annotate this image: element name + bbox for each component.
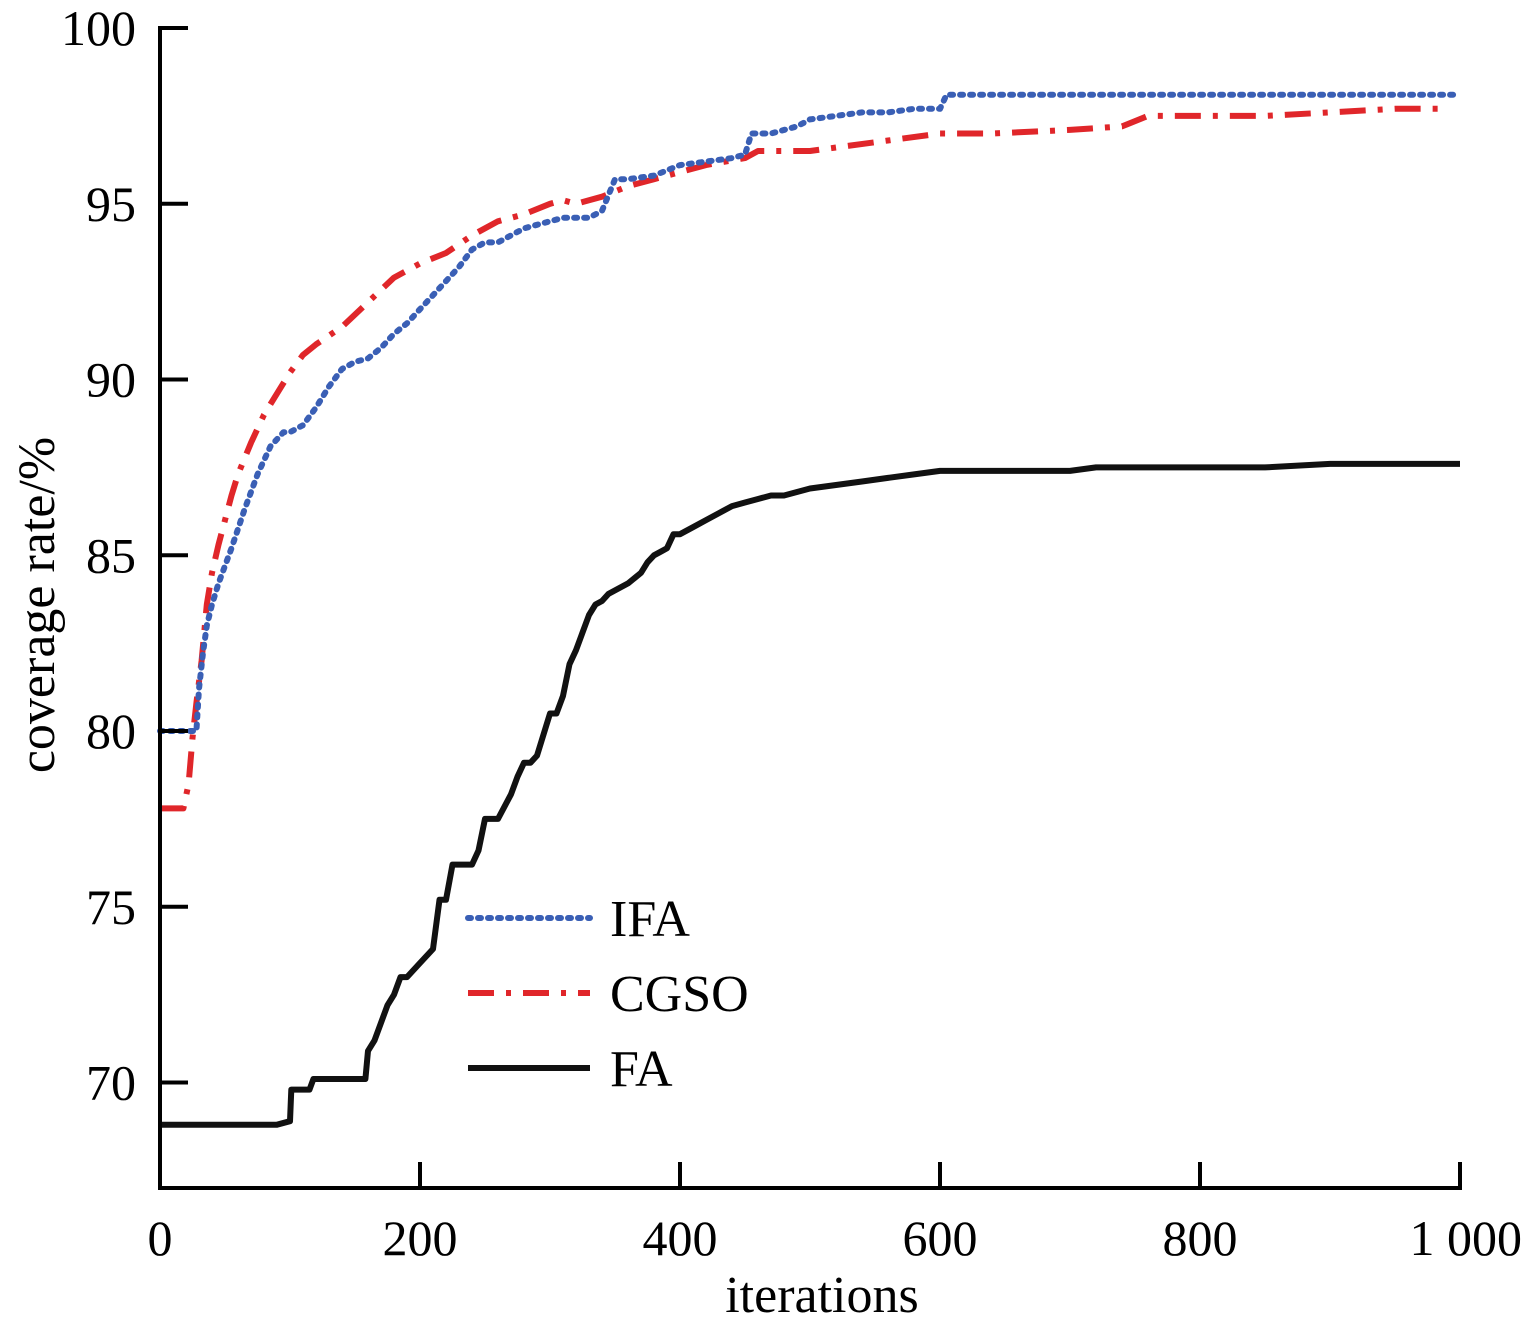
y-tick-label: 80 xyxy=(86,703,136,759)
legend-item-ifa: IFA xyxy=(465,891,690,948)
legend: IFA CGSO FA xyxy=(465,891,749,1098)
x-ticks: 0 200 400 600 800 1 000 xyxy=(148,1162,1523,1266)
y-tick-label: 75 xyxy=(86,879,136,935)
axes xyxy=(158,26,1462,1190)
y-ticks: 70 75 80 85 90 95 100 xyxy=(61,0,188,1111)
legend-item-cgso: CGSO xyxy=(468,966,749,1023)
x-tick-label: 600 xyxy=(903,1210,978,1266)
legend-item-fa: FA xyxy=(468,1041,673,1098)
x-tick-label: 400 xyxy=(643,1210,718,1266)
y-tick-label: 100 xyxy=(61,0,136,56)
y-tick-label: 70 xyxy=(86,1055,136,1111)
y-tick-label: 95 xyxy=(86,176,136,232)
y-axis-label: coverage rate/% xyxy=(9,437,66,773)
x-tick-label: 1 000 xyxy=(1410,1210,1523,1266)
x-tick-label: 200 xyxy=(383,1210,458,1266)
series-lines xyxy=(157,91,1463,1128)
y-tick-label: 90 xyxy=(86,352,136,408)
legend-label-ifa: IFA xyxy=(610,891,690,948)
series-line-fa xyxy=(160,460,1460,1128)
series-line-ifa xyxy=(157,91,1463,734)
legend-label-cgso: CGSO xyxy=(610,966,749,1023)
x-axis-label: iterations xyxy=(725,1267,919,1320)
y-tick-label: 85 xyxy=(86,527,136,583)
series-line-cgso xyxy=(160,105,1447,812)
x-tick-label: 0 xyxy=(148,1210,173,1266)
legend-label-fa: FA xyxy=(610,1041,673,1098)
x-tick-label: 800 xyxy=(1163,1210,1238,1266)
